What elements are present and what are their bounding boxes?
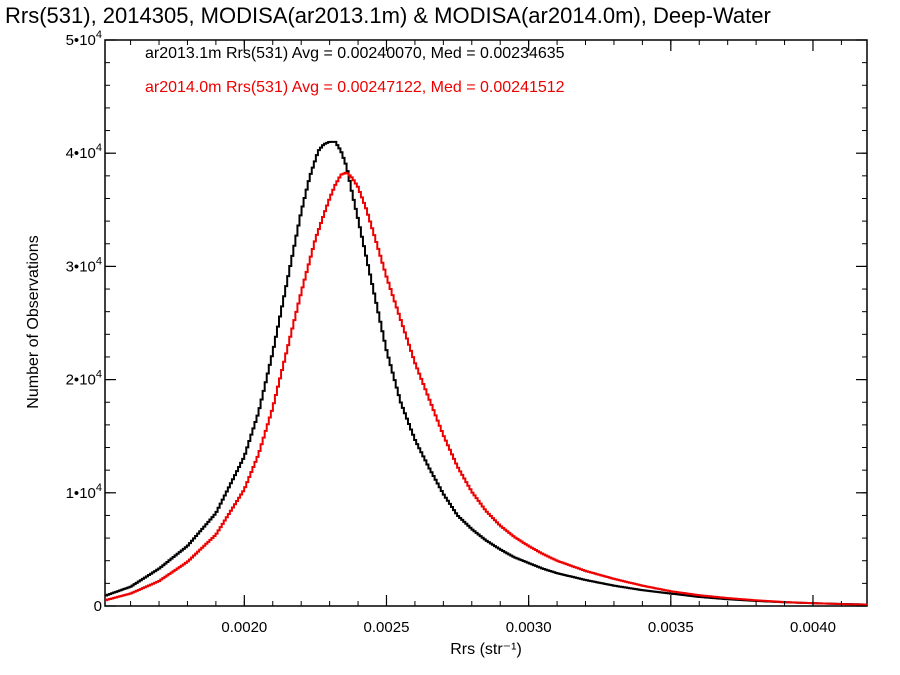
y-tick-label: 3•104: [66, 255, 102, 275]
legend-entry-ar2014: ar2014.0m Rrs(531) Avg = 0.00247122, Med…: [145, 79, 565, 96]
plot-frame: [104, 39, 868, 607]
x-tick-label: 0.0030: [506, 619, 552, 636]
x-tick-label: 0.0040: [790, 619, 836, 636]
y-ticks: 0 1•104 2•104 3•104 4•104 5•104: [66, 29, 867, 615]
series-line-ar2013.1m: [105, 140, 868, 606]
x-tick-label: 0.0020: [221, 619, 267, 636]
y-tick-label: 4•104: [66, 142, 102, 162]
chart-title: Rrs(531), 2014305, MODISA(ar2013.1m) & M…: [5, 3, 771, 28]
y-tick-label: 1•104: [66, 482, 102, 502]
y-axis-label: Number of Observations: [25, 235, 42, 408]
plot-area: 0.0020 0.0025 0.0030 0.0035 0.0040 0 1•104 2•1…: [66, 29, 868, 636]
legend-entry-ar2013: ar2013.1m Rrs(531) Avg = 0.00240070, Med…: [145, 45, 565, 62]
y-tick-label: 5•104: [66, 29, 102, 49]
y-tick-label: 0: [94, 598, 102, 615]
x-ticks: 0.0020 0.0025 0.0030 0.0035 0.0040: [130, 40, 842, 636]
legend: ar2013.1m Rrs(531) Avg = 0.00240070, Med…: [145, 45, 565, 96]
y-tick-label: 2•104: [66, 369, 102, 389]
x-tick-label: 0.0025: [364, 619, 410, 636]
series-line-ar2014.0m: [105, 171, 868, 606]
x-axis-label: Rrs (str⁻¹): [450, 641, 522, 658]
series-layer: [105, 140, 868, 606]
x-tick-label: 0.0035: [648, 619, 694, 636]
